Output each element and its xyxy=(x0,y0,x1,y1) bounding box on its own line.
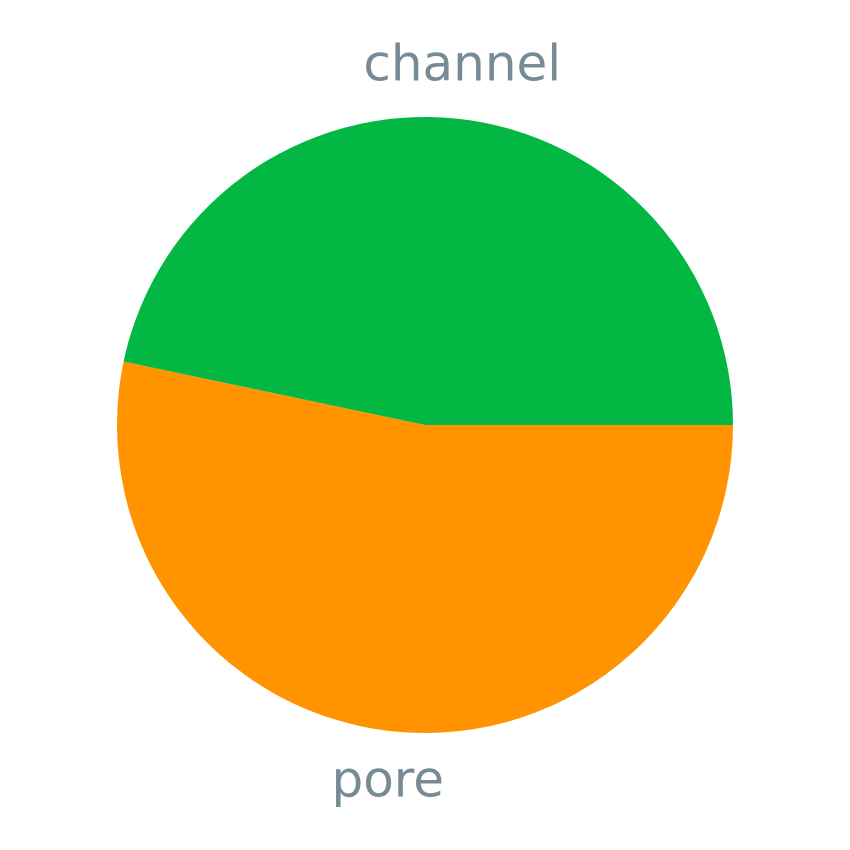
pie-labels: channel pore xyxy=(331,34,561,808)
pie-label-pore: pore xyxy=(331,751,444,809)
pie-slice-pore xyxy=(116,361,734,734)
pie-slice-channel xyxy=(123,117,734,426)
pie-label-channel: channel xyxy=(363,34,561,92)
pie-slices xyxy=(116,117,734,734)
